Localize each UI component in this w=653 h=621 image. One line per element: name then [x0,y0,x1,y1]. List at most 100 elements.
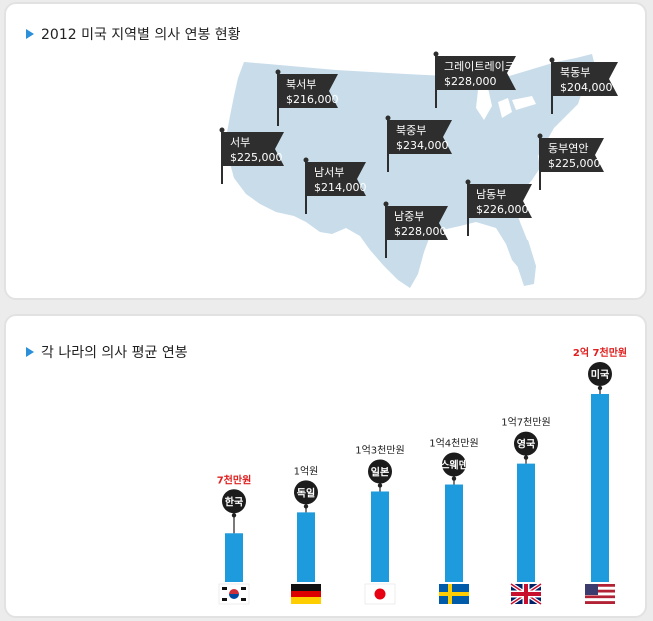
flag-pole-tip [549,57,555,63]
country-label: 영국 [517,438,535,451]
value-label: 7천만원 [217,473,252,486]
flag-banner [222,132,284,166]
marker-dot [377,483,383,488]
region-flag: 동부연안 $225,000 [537,133,604,190]
flag-pole-tip [275,69,281,75]
value-label: 1억3천만원 [355,444,405,456]
bar [371,491,389,582]
marker-badge [442,452,466,477]
marker-badge [294,480,318,505]
chart-title-text: 각 나라의 의사 평균 연봉 [41,345,188,361]
region-name: 북중부 [396,124,426,137]
florida-shape [514,240,536,286]
region-salary: $225,000 [230,151,283,164]
lake-shape [512,96,536,110]
country-bar-group: 스웨덴 1억4천만원 [429,438,479,604]
bar [297,512,315,582]
flag-pole-tip [219,127,225,133]
region-flag: 남중부 $228,000 [383,201,448,258]
country-bar-group: 영국 1억7천만원 [501,417,551,606]
country-label: 미국 [591,368,609,381]
country-label: 독일 [297,486,315,499]
region-flag: 그레이트레이크 $228,000 [433,51,516,108]
region-name: 그레이트레이크 [444,60,515,73]
flag-banner [388,120,452,154]
marker-dot [597,385,603,391]
flag-banner [540,138,604,172]
map-section-title: 2012 미국 지역별 의사 연봉 현황 [26,24,241,44]
region-name: 동부연안 [548,142,588,155]
sweden-flag-icon [439,584,469,604]
usa-flag-icon [585,584,615,604]
south-korea-flag-icon [218,583,250,605]
region-flag: 북중부 $234,000 [385,115,452,172]
region-flag: 북서부 $216,000 [275,69,339,126]
title-bullet-icon [26,347,34,357]
us-region-salary-panel: 2012 미국 지역별 의사 연봉 현황 북서부 $216,000 그레이트레이크 $… [4,2,647,300]
flag-banner [468,184,532,218]
value-label: 1억7천만원 [501,417,551,429]
region-salary: $214,000 [314,181,367,194]
marker-dot [523,455,529,460]
marker-badge [368,459,392,484]
marker-badge [514,431,538,456]
marker-dot [303,504,309,509]
germany-flag-icon [291,584,321,604]
uk-flag-icon [509,582,543,606]
country-bar-group: 일본 1억3천만원 [355,444,405,605]
country-bar-group: 한국 7천만원 [217,473,252,605]
flag-pole-tip [385,115,391,121]
japan-flag-icon [364,583,396,605]
flag-pole-tip [465,179,471,185]
region-name: 남서부 [314,166,344,179]
region-salary: $228,000 [394,225,447,238]
bar [591,394,609,582]
flag-banner [278,74,338,108]
region-salary: $216,000 [286,93,339,106]
value-label: 1억4천만원 [429,438,479,450]
flag-banner [386,206,448,240]
region-salary: $226,000 [476,203,529,216]
region-salary: $204,000 [560,81,613,94]
marker-badge [222,489,246,514]
flag-pole-tip [433,51,439,57]
value-label: 1억원 [294,465,319,477]
flag-banner [306,162,366,196]
region-flag: 서부 $225,000 [219,127,284,184]
flag-pole-tip [383,201,389,207]
marker-dot [451,476,457,481]
region-salary: $234,000 [396,139,449,152]
region-name: 북동부 [560,66,590,79]
region-salary: $228,000 [444,75,497,88]
region-flag: 남서부 $214,000 [303,157,367,214]
title-bullet-icon [26,29,34,39]
country-label: 스웨덴 [440,459,468,472]
lake-shape [476,88,492,120]
map-title-text: 2012 미국 지역별 의사 연봉 현황 [41,27,241,43]
country-label: 일본 [371,465,389,478]
flag-banner [552,62,618,96]
value-label: 2억 7천만원 [573,346,627,359]
chart-section-title: 각 나라의 의사 평균 연봉 [26,342,188,362]
flag-banner [436,56,516,90]
region-name: 서부 [230,136,250,149]
region-name: 남중부 [394,210,424,223]
region-flag: 북동부 $204,000 [549,57,618,114]
country-label: 한국 [225,496,243,508]
country-salary-panel: 각 나라의 의사 평균 연봉 한국 7천만원 독일 1억원 일본 1억3천만원 스웨덴 1억4… [4,314,647,618]
region-name: 북서부 [286,78,316,91]
region-flag: 남동부 $226,000 [465,179,532,236]
bar [445,484,463,582]
bar [517,463,535,582]
marker-dot [231,513,237,518]
flag-pole-tip [537,133,543,139]
region-name: 남동부 [476,188,506,201]
bar [225,533,243,582]
country-bar-group: 독일 1억원 [291,465,321,604]
country-bar-group: 미국 2억 7천만원 [573,346,627,604]
us-map-figure: 북서부 $216,000 그레이트레이크 $228,000 북동부 $204,000 서부 $… [219,51,618,288]
marker-badge [588,362,612,386]
lake-shape [498,98,512,118]
flag-pole-tip [303,157,309,163]
